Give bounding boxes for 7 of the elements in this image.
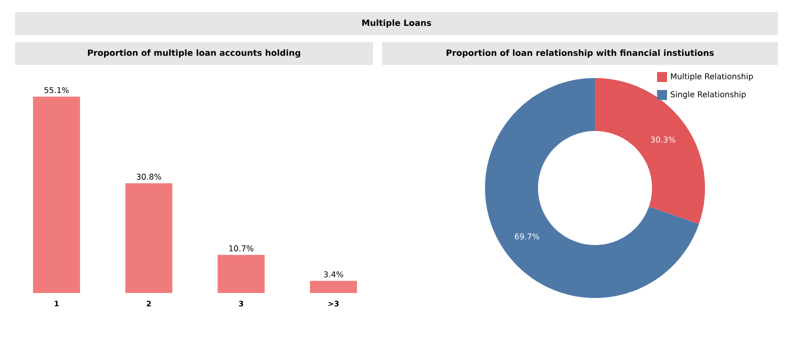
chart-title: Proportion of loan relationship with financial instiutions bbox=[446, 49, 714, 58]
bar bbox=[218, 254, 265, 293]
chart-title: Proportion of multiple loan accounts holding bbox=[88, 49, 300, 58]
bar bbox=[33, 96, 80, 293]
bar bbox=[125, 183, 172, 293]
bar bbox=[310, 280, 357, 293]
text: Multiple Loans bbox=[362, 19, 432, 28]
